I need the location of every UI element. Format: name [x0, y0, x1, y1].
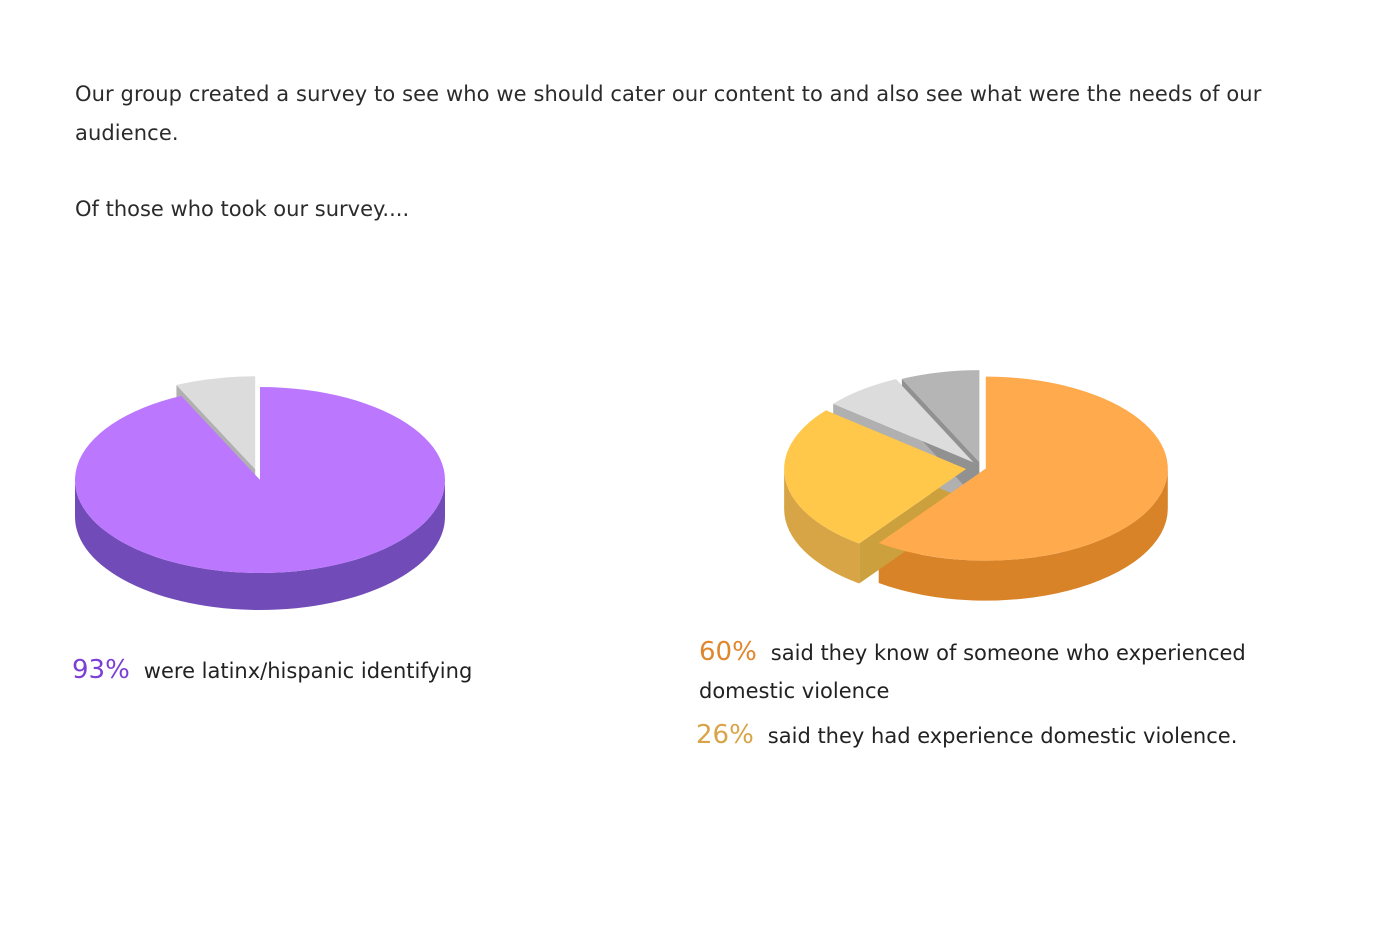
stat-had-percent: 26% — [696, 720, 754, 750]
stat-had-text: said they had experience domestic violen… — [767, 724, 1238, 748]
pie-slice-side-0 — [878, 468, 1168, 601]
lead-text: Of those who took our survey.... — [75, 197, 410, 221]
pie-chart-domestic-violence — [784, 370, 1168, 601]
pie-slice-0 — [878, 376, 1168, 561]
stat-know: 60% said they know of someone who experie… — [699, 633, 1339, 710]
pie-slice-1 — [784, 410, 967, 544]
stat-latinx-percent: 93% — [72, 655, 130, 685]
stat-latinx: 93% were latinx/hispanic identifying — [72, 655, 472, 685]
pie-slice-2 — [833, 379, 974, 463]
intro-paragraph: Our group created a survey to see who we… — [75, 82, 1262, 145]
stat-know-text: said they know of someone who experience… — [699, 641, 1246, 703]
pie-chart-latinx — [74, 376, 445, 610]
stat-latinx-text: were latinx/hispanic identifying — [143, 659, 473, 683]
pie-slice-side-1 — [784, 469, 860, 584]
stat-had: 26% said they had experience domestic vio… — [696, 720, 1237, 750]
pie-slice-side-0 — [75, 480, 445, 610]
pie-slice-1 — [176, 376, 256, 470]
pie-slice-0 — [74, 387, 445, 573]
stat-know-percent: 60% — [699, 637, 757, 667]
pie-slice-3 — [901, 370, 980, 463]
